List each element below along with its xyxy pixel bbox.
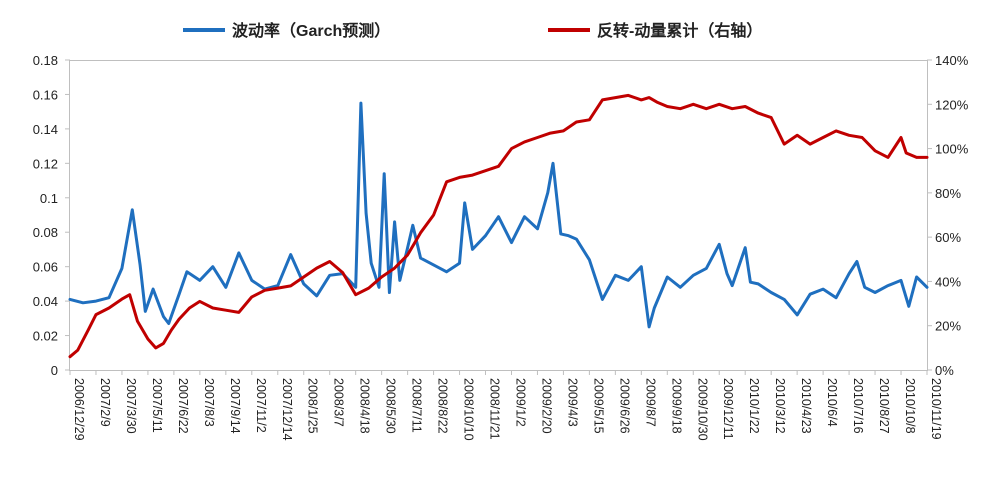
x-tick-label: 2010/10/8 <box>903 378 917 434</box>
y-right-tick-label: 20% <box>935 319 961 334</box>
legend-label-reversal: 反转-动量累计（右轴） <box>597 21 762 40</box>
x-tick-label: 2008/4/18 <box>358 378 372 434</box>
y-right-tick-label: 0% <box>935 363 954 378</box>
x-tick-label: 2008/11/21 <box>488 378 502 440</box>
x-tick-label: 2009/9/18 <box>669 378 683 434</box>
y-left-tick-label: 0.14 <box>33 122 58 137</box>
x-tick-label: 2008/5/30 <box>384 378 398 434</box>
y-left-tick-label: 0.12 <box>33 156 58 171</box>
y-axis-right: 0% 20% 40% 60% 80% 100% 120% 140% <box>927 53 969 378</box>
x-tick-label: 2008/8/22 <box>436 378 450 434</box>
y-right-tick-label: 40% <box>935 274 961 289</box>
x-tick-label: 2010/1/22 <box>747 378 761 434</box>
y-left-tick-label: 0 <box>51 363 58 378</box>
x-tick-label: 2009/5/15 <box>591 378 605 434</box>
x-tick-label: 2010/7/16 <box>851 378 865 434</box>
y-right-tick-label: 100% <box>935 142 969 157</box>
x-tick-label: 2008/3/7 <box>332 378 346 427</box>
x-tick-label: 2007/8/3 <box>202 378 216 427</box>
y-left-tick-label: 0.18 <box>33 53 58 68</box>
y-right-tick-label: 60% <box>935 230 961 245</box>
series-line-reversal <box>68 93 929 359</box>
x-tick-label: 2010/3/12 <box>773 378 787 434</box>
y-left-tick-label: 0.02 <box>33 329 58 344</box>
x-tick-label: 2007/5/11 <box>150 378 164 433</box>
legend: 波动率（Garch预测） 反转-动量累计（右轴） <box>183 21 762 40</box>
x-tick-label: 2009/8/7 <box>643 378 657 427</box>
x-tick-label: 2006/12/29 <box>72 378 86 441</box>
y-left-tick-label: 0.04 <box>33 294 58 309</box>
y-right-tick-label: 120% <box>935 97 969 112</box>
x-tick-label: 2009/12/11 <box>721 378 735 440</box>
plot-border <box>69 60 928 371</box>
x-tick-label: 2010/6/4 <box>825 378 839 427</box>
x-tick-label: 2010/4/23 <box>799 378 813 434</box>
x-tick-label: 2007/12/14 <box>280 378 294 441</box>
x-tick-label: 2007/6/22 <box>176 378 190 434</box>
series-line-volatility <box>68 101 929 329</box>
x-axis: 2006/12/29 2007/2/9 2007/3/30 2007/5/11 2007… <box>69 370 943 441</box>
y-left-tick-label: 0.08 <box>33 225 58 240</box>
series-layer <box>68 93 929 359</box>
x-tick-label: 2007/11/2 <box>254 378 268 433</box>
x-tick-label: 2009/2/20 <box>539 378 553 434</box>
x-tick-label: 2008/1/25 <box>306 378 320 434</box>
legend-label-volatility: 波动率（Garch预测） <box>232 21 390 40</box>
y-right-tick-label: 80% <box>935 186 961 201</box>
y-left-tick-label: 0.16 <box>33 87 58 102</box>
x-tick-label: 2009/4/3 <box>565 378 579 427</box>
x-tick-label: 2007/2/9 <box>98 378 112 427</box>
y-axis-left: 0 0.02 0.04 0.06 0.08 0.1 0.12 0.14 0.16 0.18 <box>33 53 70 378</box>
x-tick-label: 2010/8/27 <box>877 378 891 434</box>
x-tick-label: 2007/3/30 <box>124 378 138 434</box>
x-tick-label: 2009/6/26 <box>617 378 631 434</box>
x-tick-label: 2009/10/30 <box>695 378 709 441</box>
x-tick-label: 2009/1/2 <box>513 378 527 427</box>
x-tick-label: 2010/11/19 <box>929 378 943 440</box>
x-tick-label: 2008/7/11 <box>410 378 424 433</box>
y-right-tick-label: 140% <box>935 53 969 68</box>
y-left-tick-label: 0.06 <box>33 260 58 275</box>
x-tick-label: 2008/10/10 <box>462 378 476 441</box>
y-left-tick-label: 0.1 <box>40 191 58 206</box>
x-tick-label: 2007/9/14 <box>228 378 242 434</box>
